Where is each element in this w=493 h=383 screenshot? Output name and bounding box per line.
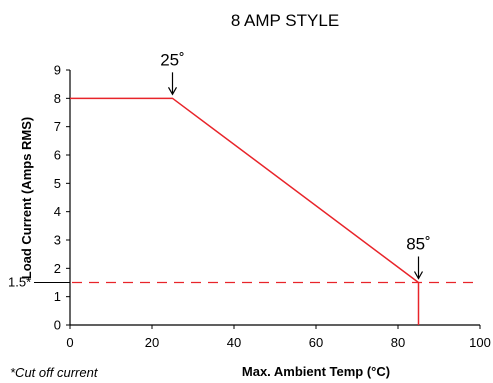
cutoff-label: 1.5* [8, 275, 31, 290]
chart-title: 8 AMP STYLE [231, 11, 339, 30]
annotation-label: 85˚ [406, 235, 431, 254]
x-tick-label: 0 [66, 335, 73, 350]
y-tick-label: 8 [54, 91, 61, 106]
annotation-arrow-head [413, 271, 424, 280]
x-tick-label: 40 [227, 335, 241, 350]
annotation-label: 25˚ [160, 50, 185, 69]
x-tick-label: 100 [469, 335, 491, 350]
footnote: *Cut off current [10, 365, 99, 380]
y-tick-label: 2 [54, 261, 61, 276]
y-tick-label: 1 [54, 289, 61, 304]
x-tick-label: 20 [145, 335, 159, 350]
y-tick-label: 3 [54, 233, 61, 248]
y-tick-label: 6 [54, 148, 61, 163]
annotation-arrow-head [167, 87, 178, 96]
y-axis-label: Load Current (Amps RMS) [19, 117, 34, 280]
x-axis-label: Max. Ambient Temp (°C) [242, 364, 390, 379]
y-tick-label: 4 [54, 204, 61, 219]
y-tick-label: 9 [54, 63, 61, 78]
x-tick-label: 80 [391, 335, 405, 350]
x-tick-label: 60 [309, 335, 323, 350]
y-tick-label: 5 [54, 176, 61, 191]
derating-curve [70, 97, 420, 325]
plot-area: 0 1 2 3 4 5 6 7 8 9 0 20 40 60 80 100 1.5* 25˚ 85˚ [8, 50, 491, 350]
y-tick-label: 0 [54, 318, 61, 333]
y-tick-label: 7 [54, 119, 61, 134]
